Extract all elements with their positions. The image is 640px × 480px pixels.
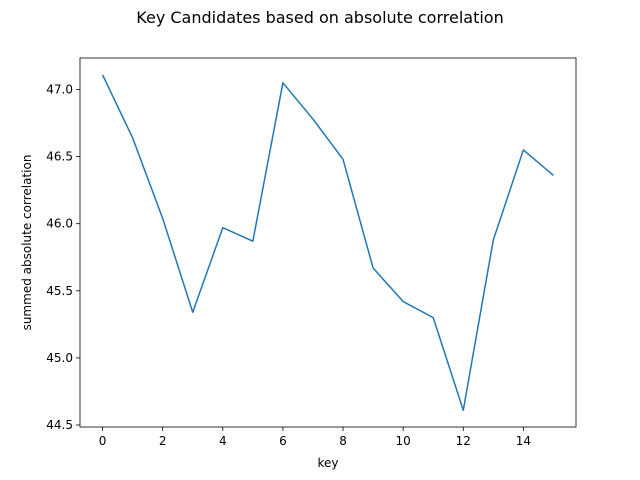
x-tick-label: 8: [339, 434, 347, 448]
x-tick-label: 2: [159, 434, 167, 448]
series-line-0: [101, 74, 554, 411]
y-axis-label: summed absolute correlation: [20, 155, 34, 331]
y-tick-label: 47.0: [46, 83, 73, 97]
x-axis-label: key: [317, 456, 338, 470]
x-tick-label: 4: [219, 434, 227, 448]
y-tick-label: 44.5: [46, 418, 73, 432]
y-tick-label: 45.5: [46, 284, 73, 298]
x-tick-label: 6: [279, 434, 287, 448]
chart-title: Key Candidates based on absolute correla…: [136, 8, 504, 27]
x-tick-label: 12: [456, 434, 471, 448]
y-tick-label: 46.5: [46, 150, 73, 164]
y-tick-label: 46.0: [46, 217, 73, 231]
plot-frame: [79, 57, 577, 428]
x-tick-label: 14: [516, 434, 531, 448]
y-tick-label: 45.0: [46, 351, 73, 365]
x-tick-label: 10: [396, 434, 411, 448]
x-tick-label: 0: [99, 434, 107, 448]
